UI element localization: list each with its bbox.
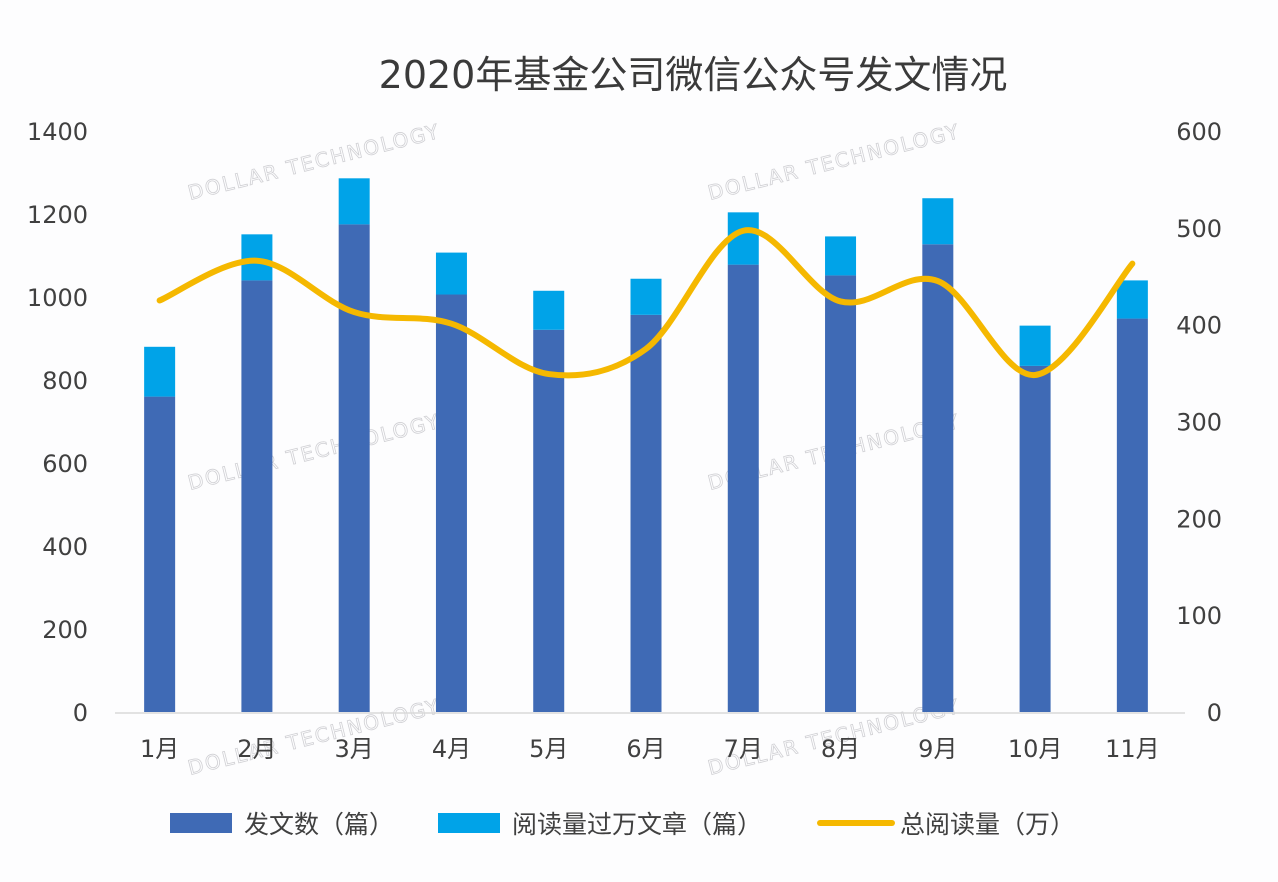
- y-left-tick-label: 600: [42, 450, 88, 478]
- bar-over-10k-reads: [435, 252, 467, 295]
- x-tick-label: 11月: [1105, 735, 1160, 763]
- y-right-tick-label: 300: [1176, 409, 1222, 437]
- watermark-text: DOLLAR TECHNOLOGY: [185, 694, 442, 780]
- legend-swatch: [438, 813, 500, 833]
- x-tick-label: 7月: [724, 735, 763, 763]
- x-tick-label: 1月: [140, 735, 179, 763]
- y-left-tick-label: 0: [73, 699, 88, 727]
- bar-over-10k-reads: [1019, 325, 1051, 366]
- y-right-tick-label: 400: [1176, 312, 1222, 340]
- legend-item: 发文数（篇）: [170, 810, 394, 839]
- legend-item: 总阅读量（万）: [817, 810, 1075, 839]
- bar-posts: [727, 264, 759, 712]
- bar-posts: [241, 280, 273, 712]
- y-left-tick-label: 400: [42, 533, 88, 561]
- bar-posts: [338, 224, 370, 712]
- x-tick-label: 6月: [626, 735, 665, 763]
- legend-label: 发文数（篇）: [244, 810, 394, 839]
- bar-posts: [630, 314, 662, 712]
- bar-posts: [1019, 365, 1051, 712]
- y-left-tick-label: 1000: [27, 284, 88, 312]
- y-right-tick-label: 500: [1176, 215, 1222, 243]
- bar-over-10k-reads: [1116, 280, 1148, 319]
- bar-posts: [1116, 318, 1148, 712]
- legend-item: 阅读量过万文章（篇）: [438, 810, 762, 839]
- y-right-tick-label: 600: [1176, 118, 1222, 146]
- line-series: [156, 227, 1136, 379]
- x-tick-label: 9月: [918, 735, 957, 763]
- bar-over-10k-reads: [241, 234, 273, 281]
- x-tick-label: 8月: [821, 735, 860, 763]
- watermark-text: DOLLAR TECHNOLOGY: [705, 119, 962, 205]
- y-right-tick-label: 0: [1207, 699, 1222, 727]
- y-left-tick-label: 800: [42, 367, 88, 395]
- bar-over-10k-reads: [144, 346, 176, 397]
- y-left-tick-label: 1200: [27, 201, 88, 229]
- y-right-tick-label: 100: [1176, 602, 1222, 630]
- bar-posts: [533, 329, 565, 712]
- x-tick-label: 3月: [335, 735, 374, 763]
- legend-label: 阅读量过万文章（篇）: [512, 810, 762, 839]
- legend: 发文数（篇） 阅读量过万文章（篇） 总阅读量（万）: [170, 810, 1075, 839]
- watermark-text: DOLLAR TECHNOLOGY: [185, 119, 442, 205]
- bar-posts: [435, 294, 467, 712]
- y-left-tick-label: 1400: [27, 118, 88, 146]
- y-left-tick-label: 200: [42, 616, 88, 644]
- legend-swatch: [170, 813, 232, 833]
- bar-over-10k-reads: [922, 198, 954, 245]
- y-right-tick-label: 200: [1176, 505, 1222, 533]
- x-tick-label: 4月: [432, 735, 471, 763]
- chart-title: 2020年基金公司微信公众号发文情况: [379, 53, 1008, 97]
- legend-label: 总阅读量（万）: [900, 810, 1075, 839]
- x-tick-label: 2月: [237, 735, 276, 763]
- bar-over-10k-reads: [630, 278, 662, 315]
- bars: [144, 178, 1148, 713]
- x-tick-label: 5月: [529, 735, 568, 763]
- bar-posts: [144, 396, 176, 712]
- bar-over-10k-reads: [533, 290, 565, 330]
- bar-posts: [922, 244, 954, 713]
- axes: 0 200 400 600 800 1000 1200 1400 0 100 200 300 400 50…: [27, 118, 1222, 763]
- bar-over-10k-reads: [338, 178, 370, 225]
- bar-posts: [825, 275, 857, 712]
- x-tick-label: 10月: [1008, 735, 1063, 763]
- total-reads-line: [156, 227, 1136, 379]
- watermark-text: DOLLAR TECHNOLOGY: [185, 409, 442, 495]
- bar-over-10k-reads: [825, 236, 857, 276]
